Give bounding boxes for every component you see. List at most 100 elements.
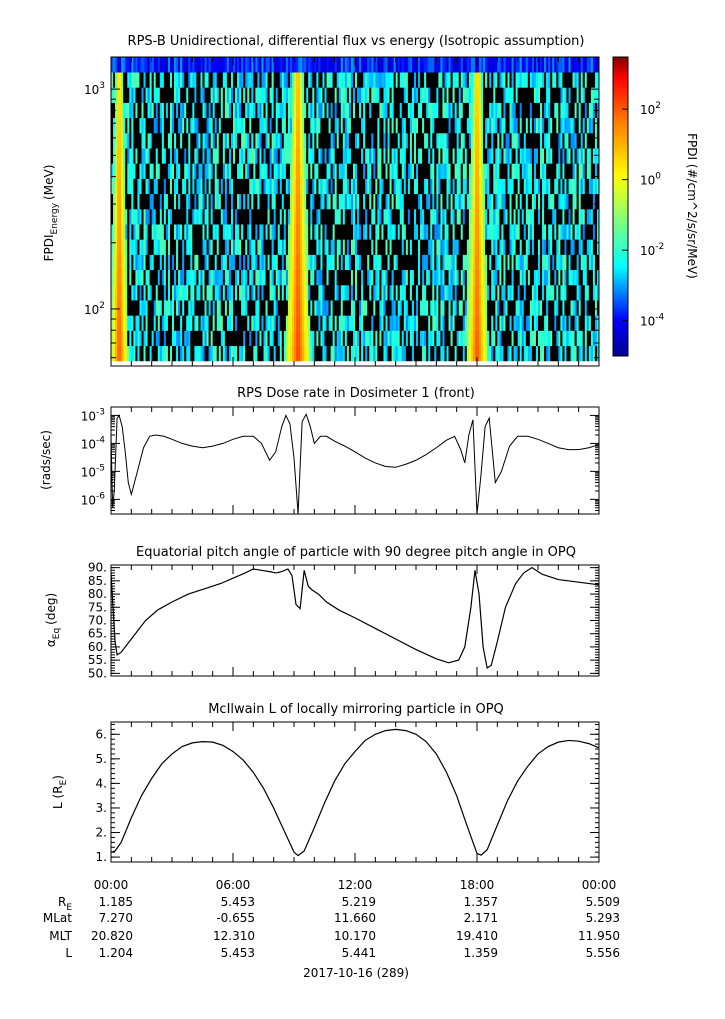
- heatmap-cell: [527, 132, 531, 149]
- heatmap-cell: [287, 87, 291, 103]
- heatmap-cell: [361, 239, 364, 255]
- heatmap-cell: [430, 178, 433, 195]
- heatmap-cell: [517, 224, 520, 240]
- heatmap-cell: [426, 269, 429, 286]
- heatmap-cell: [474, 148, 478, 164]
- heatmap-cell: [275, 148, 279, 164]
- heatmap-cell: [515, 178, 518, 195]
- heatmap-cell: [206, 102, 209, 119]
- heatmap-cell: [206, 148, 209, 164]
- heatmap-cell: [210, 269, 213, 286]
- heatmap-cell: [275, 132, 279, 149]
- heatmap-cell: [562, 193, 565, 210]
- heatmap-cell: [202, 254, 205, 271]
- heatmap-cell: [550, 148, 553, 164]
- heatmap-cell: [503, 254, 506, 271]
- heatmap-cell: [198, 193, 201, 210]
- heatmap-cell: [131, 102, 134, 119]
- heatmap-cell: [251, 269, 254, 286]
- heatmap-cell: [161, 57, 165, 73]
- heatmap-cell: [448, 193, 451, 210]
- heatmap-cell: [198, 102, 201, 119]
- heatmap-cell: [491, 254, 494, 271]
- heatmap-cell: [265, 178, 268, 195]
- heatmap-cell: [511, 102, 514, 119]
- heatmap-cell: [483, 208, 486, 225]
- heatmap-cell: [167, 300, 171, 316]
- heatmap-cell: [249, 345, 252, 362]
- heatmap-cell: [540, 224, 543, 240]
- heatmap-cell: [444, 224, 447, 240]
- heatmap-cell: [468, 132, 472, 149]
- heatmap-cell: [497, 330, 500, 347]
- heatmap-cell: [338, 163, 342, 179]
- heatmap-cell: [208, 269, 211, 286]
- heatmap-cell: [214, 178, 218, 195]
- heatmap-cell: [481, 163, 484, 179]
- heatmap-cell: [584, 224, 588, 240]
- heatmap-cell: [251, 239, 254, 255]
- heatmap-cell: [117, 102, 120, 119]
- heatmap-cell: [330, 132, 333, 149]
- heatmap-cell: [245, 284, 248, 301]
- heatmap-cell: [153, 72, 157, 88]
- heatmap-cell: [432, 132, 435, 149]
- heatmap-cell: [233, 330, 236, 347]
- heatmap-cell: [413, 87, 417, 103]
- heatmap-cell: [214, 330, 218, 347]
- heatmap-cell: [533, 345, 537, 362]
- heatmap-cell: [115, 102, 118, 119]
- heatmap-cell: [245, 72, 248, 88]
- heatmap-cell: [269, 178, 272, 195]
- heatmap-cell: [474, 330, 478, 347]
- heatmap-cell: [228, 284, 232, 301]
- heatmap-cell: [548, 315, 551, 331]
- heatmap-cell: [444, 178, 447, 195]
- heatmap-cell: [489, 269, 492, 286]
- heatmap-cell: [566, 163, 569, 179]
- heatmap-cell: [228, 163, 232, 179]
- heatmap-cell: [477, 72, 480, 88]
- heatmap-cell: [342, 330, 346, 347]
- heatmap-cell: [176, 132, 179, 149]
- heatmap-cell: [505, 148, 508, 164]
- heatmap-cell: [460, 254, 464, 271]
- heatmap-cell: [515, 193, 518, 210]
- heatmap-cell: [129, 178, 132, 195]
- heatmap-cell: [310, 254, 313, 271]
- heatmap-cell: [261, 345, 264, 362]
- heatmap-cell: [432, 254, 435, 271]
- heatmap-cell: [277, 345, 281, 362]
- heatmap-cell: [436, 102, 439, 119]
- heatmap-cell: [418, 57, 421, 73]
- heatmap-cell: [324, 163, 327, 179]
- heatmap-cell: [367, 208, 370, 225]
- heatmap-cell: [497, 284, 500, 301]
- colorbar-tick-label: 100: [640, 172, 661, 188]
- heatmap-cell: [318, 345, 321, 362]
- heatmap-cell: [332, 87, 335, 103]
- heatmap-cell: [151, 315, 154, 331]
- heatmap-cell: [391, 330, 394, 347]
- heatmap-cell: [562, 315, 565, 331]
- heatmap-cell: [379, 300, 382, 316]
- heatmap-cell: [556, 345, 559, 362]
- heatmap-cell: [145, 284, 148, 301]
- heatmap-cell: [275, 102, 279, 119]
- heatmap-cell: [399, 163, 403, 179]
- heatmap-cell: [487, 163, 490, 179]
- heatmap-cell: [176, 57, 179, 73]
- heatmap-cell: [446, 239, 449, 255]
- heatmap-cell: [172, 254, 175, 271]
- heatmap-cell: [285, 163, 289, 179]
- heatmap-cell: [143, 300, 146, 316]
- heatmap-cell: [550, 117, 553, 134]
- heatmap-cell: [318, 254, 321, 271]
- heatmap-cell: [131, 193, 134, 210]
- heatmap-cell: [466, 148, 470, 164]
- heatmap-cell: [314, 148, 317, 164]
- heatmap-cell: [448, 132, 451, 149]
- heatmap-cell: [592, 178, 596, 195]
- heatmap-cell: [572, 254, 575, 271]
- heatmap-cell: [184, 269, 187, 286]
